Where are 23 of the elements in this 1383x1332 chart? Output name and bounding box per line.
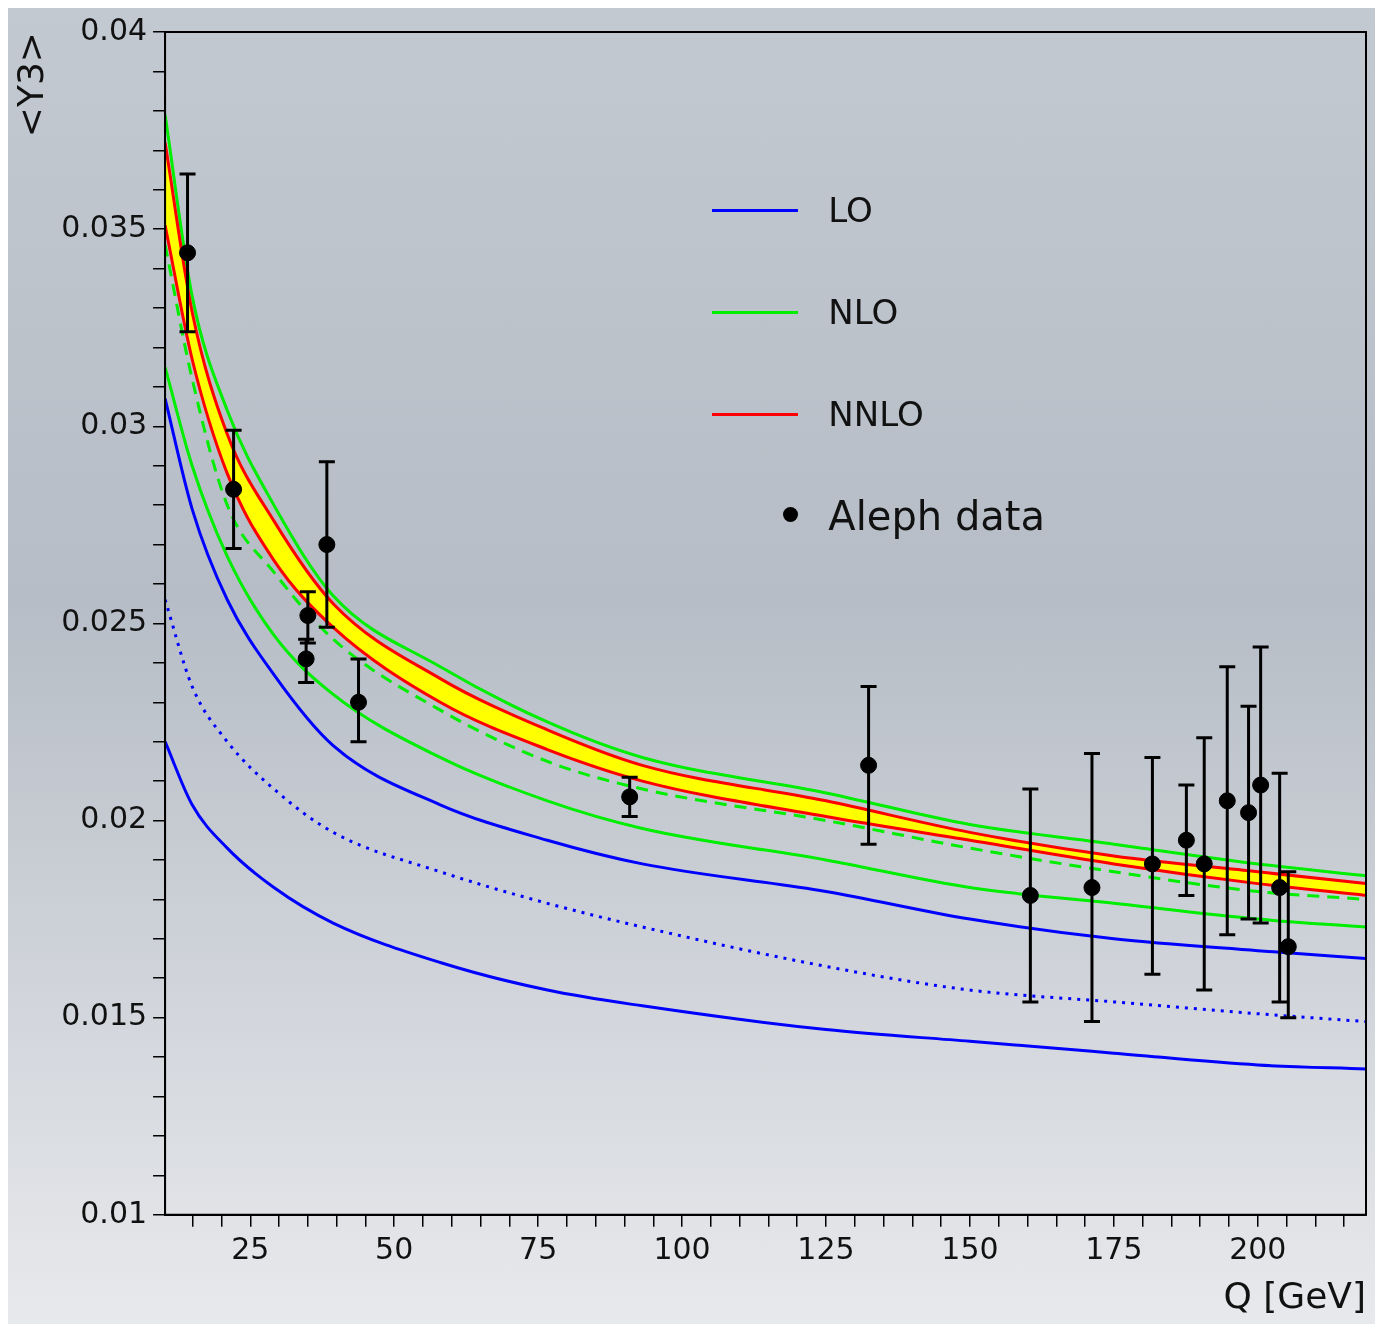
legend-label: NNLO — [828, 394, 924, 434]
y-tick-label: 0.01 — [80, 1194, 148, 1230]
x-tick-label: 75 — [519, 1230, 558, 1266]
x-tick-label: 125 — [797, 1230, 855, 1266]
x-tick-label: 50 — [375, 1230, 414, 1266]
x-tick-label: 25 — [231, 1230, 270, 1266]
x-tick-label: 100 — [653, 1230, 711, 1266]
y-tick-label: 0.02 — [80, 800, 148, 836]
y-axis-title: <Y3> — [9, 32, 51, 138]
y-tick-label: 0.015 — [61, 997, 148, 1033]
x-tick-label: 175 — [1085, 1230, 1143, 1266]
y-tick-label: 0.04 — [80, 11, 148, 47]
x-tick-label: 150 — [941, 1230, 999, 1266]
legend-label: LO — [828, 190, 873, 230]
legend-label: NLO — [828, 292, 899, 332]
y-tick-label: 0.025 — [61, 603, 148, 639]
line-series — [165, 740, 1366, 1071]
legend-label: Aleph data — [828, 493, 1045, 539]
y-tick-label: 0.03 — [80, 406, 148, 442]
x-tick-label: 200 — [1229, 1230, 1287, 1266]
line-series — [165, 598, 1366, 1024]
y-tick-label: 0.035 — [61, 208, 148, 244]
x-axis-title: Q [GeV] — [1223, 1274, 1366, 1316]
